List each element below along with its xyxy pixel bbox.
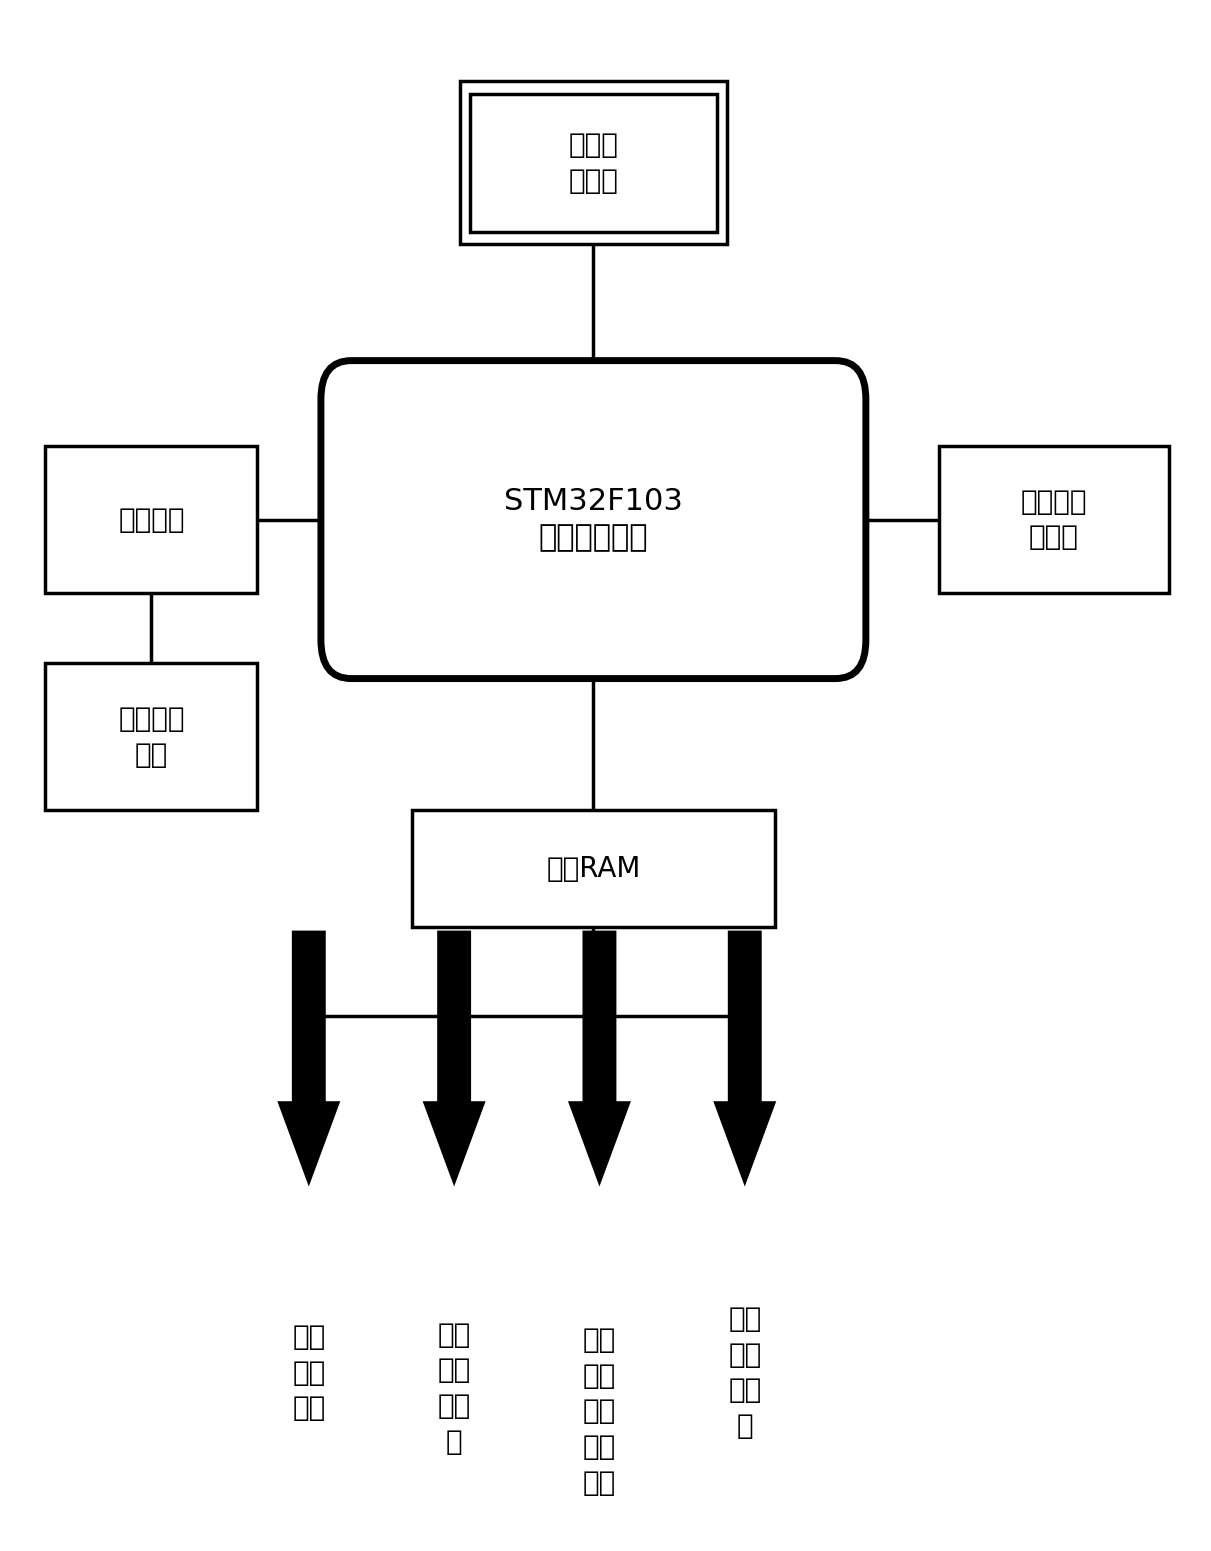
Text: 数据导出
模块: 数据导出 模块 [119,704,184,769]
Text: 钢弦
式钢
筋应
力传
感器: 钢弦 式钢 筋应 力传 感器 [582,1326,616,1497]
Bar [939,447,1169,592]
Text: 扩展RAM: 扩展RAM [546,855,641,883]
Bar [470,93,717,231]
Bar [46,447,257,592]
Text: STM32F103
数据处理模块: STM32F103 数据处理模块 [504,487,683,552]
Bar [460,81,727,244]
Polygon shape [568,931,631,1187]
Bar [46,664,257,810]
Polygon shape [713,931,776,1187]
Text: 存储模块: 存储模块 [119,506,184,534]
Text: 超声
波传
感器: 超声 波传 感器 [292,1323,326,1422]
Text: 预警信号
发生器: 预警信号 发生器 [1021,487,1086,552]
Polygon shape [277,931,340,1187]
FancyBboxPatch shape [321,360,866,679]
Bar [412,810,775,926]
Text: 红外
水分
传感
器: 红外 水分 传感 器 [728,1304,762,1441]
Text: 触摸屏
显示器: 触摸屏 显示器 [568,130,619,195]
Text: 里氏
硬度
传感
器: 里氏 硬度 传感 器 [437,1320,471,1456]
Polygon shape [423,931,486,1187]
